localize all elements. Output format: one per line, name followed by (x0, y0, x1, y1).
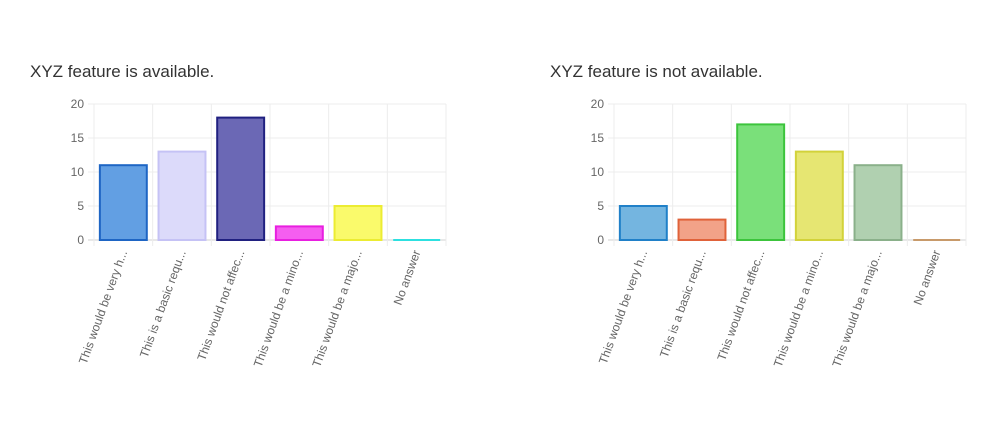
x-tick-label: This is a basic requ... (657, 248, 709, 359)
y-tick-label: 5 (597, 199, 604, 213)
bar (216, 116, 266, 241)
y-tick-label: 15 (591, 131, 605, 145)
bar (736, 123, 786, 241)
chart-panel-not-available: XYZ feature is not available. 0 5 10 15 20 Th… (520, 0, 998, 438)
chart-panel-available: XYZ feature is available. 0 5 10 15 20 This w… (0, 0, 480, 438)
x-tick-label: This would be a mino... (771, 248, 826, 369)
bar (333, 205, 383, 241)
x-tick-label: This would be very h... (596, 248, 650, 366)
x-tick-label: This would be very h... (76, 248, 130, 366)
bar-chart-available: 0 5 10 15 20 This would be very h... This is a… (71, 97, 447, 369)
x-tick-label: No answer (391, 248, 424, 307)
bar (157, 150, 207, 242)
x-tick-label: This would be a mino... (251, 248, 306, 369)
x-tick-label: This is a basic requ... (137, 248, 189, 359)
y-tick-label: 0 (597, 233, 604, 247)
x-tick-label: This would be a majo... (309, 248, 364, 369)
y-tick-label: 0 (77, 233, 84, 247)
bar (618, 205, 668, 241)
bar (274, 225, 324, 241)
y-tick-label: 10 (591, 165, 605, 179)
bar-chart-not-available: 0 5 10 15 20 This would be very h... This is a… (591, 97, 967, 369)
x-tick-label: No answer (911, 248, 944, 307)
chart-title: XYZ feature is available. (30, 62, 215, 81)
bar (677, 218, 727, 242)
x-tick-label: This would not affec... (714, 248, 767, 362)
y-tick-label: 15 (71, 131, 85, 145)
bar (853, 164, 903, 241)
x-tick-label: This would be a majo... (829, 248, 884, 369)
y-tick-label: 5 (77, 199, 84, 213)
y-tick-label: 20 (71, 97, 85, 111)
bar (98, 164, 148, 241)
y-tick-label: 10 (71, 165, 85, 179)
bar (794, 150, 844, 242)
y-tick-label: 20 (591, 97, 605, 111)
chart-title: XYZ feature is not available. (550, 62, 763, 81)
x-tick-label: This would not affec... (194, 248, 247, 362)
